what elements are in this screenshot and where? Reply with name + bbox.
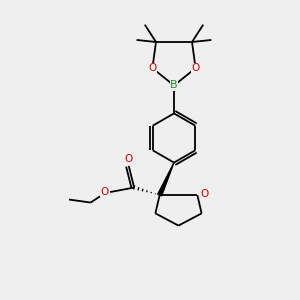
Text: B: B [170,80,178,91]
Text: O: O [200,188,208,199]
Text: O: O [191,63,200,73]
Polygon shape [158,163,174,196]
Text: O: O [124,154,133,164]
Text: O: O [148,63,157,73]
Text: O: O [100,187,109,197]
